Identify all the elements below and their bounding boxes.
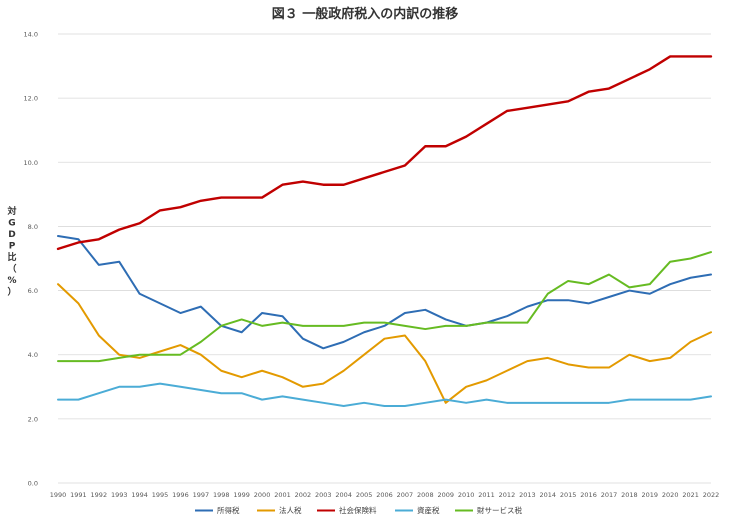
y-tick-label: 4.0 xyxy=(28,351,38,359)
y-axis-label-char: （ xyxy=(7,264,16,275)
series-line-所得税 xyxy=(57,235,712,350)
x-tick-label: 2011 xyxy=(478,491,495,499)
y-tick-label: 14.0 xyxy=(24,31,38,39)
x-tick-label: 1994 xyxy=(131,491,148,499)
legend-label: 資産税 xyxy=(417,505,440,515)
series-line-社会保険料 xyxy=(56,55,713,251)
x-tick-label: 2010 xyxy=(458,491,475,499)
y-axis-label-char: D xyxy=(8,230,15,240)
y-axis-label-char: G xyxy=(8,219,15,229)
x-tick-label: 2021 xyxy=(682,491,699,499)
x-tick-label: 2006 xyxy=(376,491,393,499)
x-tick-label: 1990 xyxy=(50,491,67,499)
x-tick-label: 2000 xyxy=(254,491,271,499)
x-tick-label: 2001 xyxy=(274,491,291,499)
x-tick-label: 2003 xyxy=(315,491,332,499)
x-tick-label: 2005 xyxy=(356,491,373,499)
x-tick-label: 2007 xyxy=(397,491,414,499)
x-tick-label: 1991 xyxy=(70,491,87,499)
legend-label: 法人税 xyxy=(279,505,302,515)
x-tick-label: 2008 xyxy=(417,491,434,499)
legend-label: 所得税 xyxy=(217,505,240,515)
legend-label: 財サービス税 xyxy=(477,505,522,515)
x-tick-label: 2009 xyxy=(437,491,454,499)
x-tick-labels: 1990 1991 1992 1993 1994 1995 1996 1997 1998 1999… xyxy=(50,491,720,499)
series-lines xyxy=(56,55,713,408)
x-tick-label: 2022 xyxy=(703,491,720,499)
x-tick-label: 1995 xyxy=(152,491,169,499)
y-tick-labels: 0.0 2.0 4.0 6.0 8.0 10.0 12.0 14.0 xyxy=(24,31,38,488)
y-axis-label-char: ） xyxy=(7,287,16,298)
x-tick-label: 2016 xyxy=(580,491,597,499)
y-tick-label: 6.0 xyxy=(28,287,38,295)
x-tick-label: 1999 xyxy=(233,491,250,499)
x-tick-label: 2017 xyxy=(601,491,618,499)
series-line-資産税 xyxy=(57,382,712,408)
x-tick-label: 2014 xyxy=(539,491,556,499)
y-tick-label: 0.0 xyxy=(28,480,38,488)
legend: 所得税 法人税 社会保険料 資産税 財サービス税 xyxy=(195,505,522,515)
x-tick-label: 1997 xyxy=(193,491,210,499)
x-tick-label: 2015 xyxy=(560,491,577,499)
x-tick-label: 1993 xyxy=(111,491,128,499)
x-tick-label: 1992 xyxy=(91,491,108,499)
y-tick-label: 12.0 xyxy=(24,95,38,103)
x-tick-label: 1998 xyxy=(213,491,230,499)
y-axis-label-char: % xyxy=(7,276,16,286)
y-axis-label-char: 比 xyxy=(7,251,16,263)
x-tick-label: 2018 xyxy=(621,491,638,499)
grid-lines xyxy=(58,33,711,484)
x-tick-label: 1996 xyxy=(172,491,189,499)
y-tick-label: 2.0 xyxy=(28,415,38,423)
y-axis-label-char: P xyxy=(9,242,16,252)
series-line-財サービス税 xyxy=(57,251,712,363)
y-tick-label: 8.0 xyxy=(28,223,38,231)
x-tick-label: 2002 xyxy=(295,491,312,499)
x-tick-label: 2012 xyxy=(499,491,516,499)
y-axis-label-char: 対 xyxy=(6,205,16,217)
y-tick-label: 10.0 xyxy=(24,159,38,167)
x-tick-label: 2013 xyxy=(519,491,536,499)
x-tick-label: 2019 xyxy=(642,491,659,499)
x-tick-label: 2020 xyxy=(662,491,679,499)
legend-label: 社会保険料 xyxy=(339,505,377,515)
series-line-法人税 xyxy=(57,283,712,404)
chart-title: 図３ 一般政府税入の内訳の推移 xyxy=(272,6,459,22)
x-tick-label: 2004 xyxy=(335,491,352,499)
